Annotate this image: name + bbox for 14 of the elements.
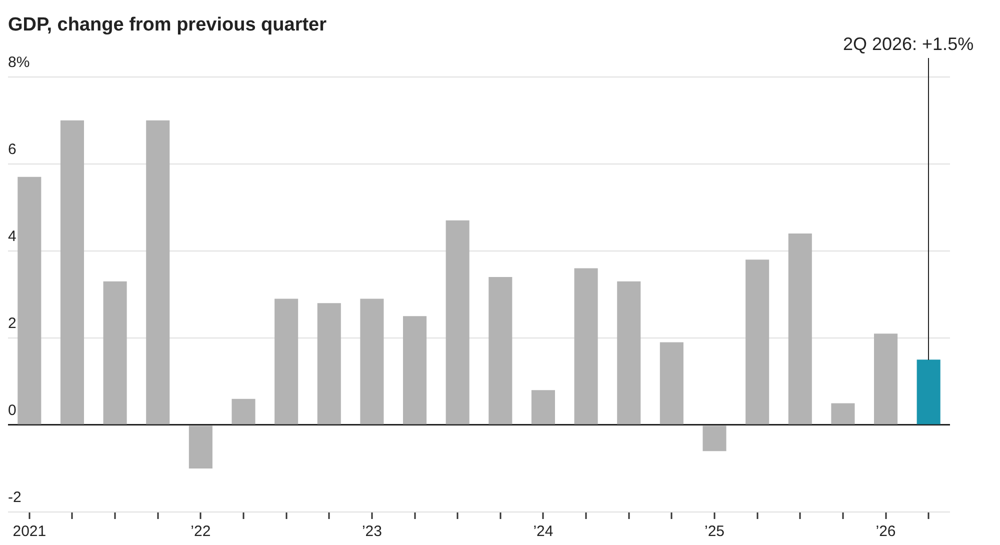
x-tick-label: ’25: [704, 523, 725, 540]
y-tick-label: 2: [8, 315, 16, 332]
y-tick-label: 6: [8, 140, 16, 158]
y-tick-label: 4: [8, 228, 16, 246]
chart-title: GDP, change from previous quarter: [8, 14, 328, 36]
x-tick-label: ’24: [533, 523, 554, 540]
y-tick-label: -2: [8, 489, 22, 506]
x-tick-label: ’22: [190, 523, 211, 540]
y-tick-label: 0: [8, 402, 16, 420]
y-tick-label: 8%: [8, 54, 30, 71]
x-tick-label: 2021: [12, 523, 46, 540]
x-tick-label: ’23: [362, 523, 382, 540]
x-tick-label: ’26: [876, 523, 896, 540]
text: 2Q 2026: +1.5%: [842, 34, 974, 54]
